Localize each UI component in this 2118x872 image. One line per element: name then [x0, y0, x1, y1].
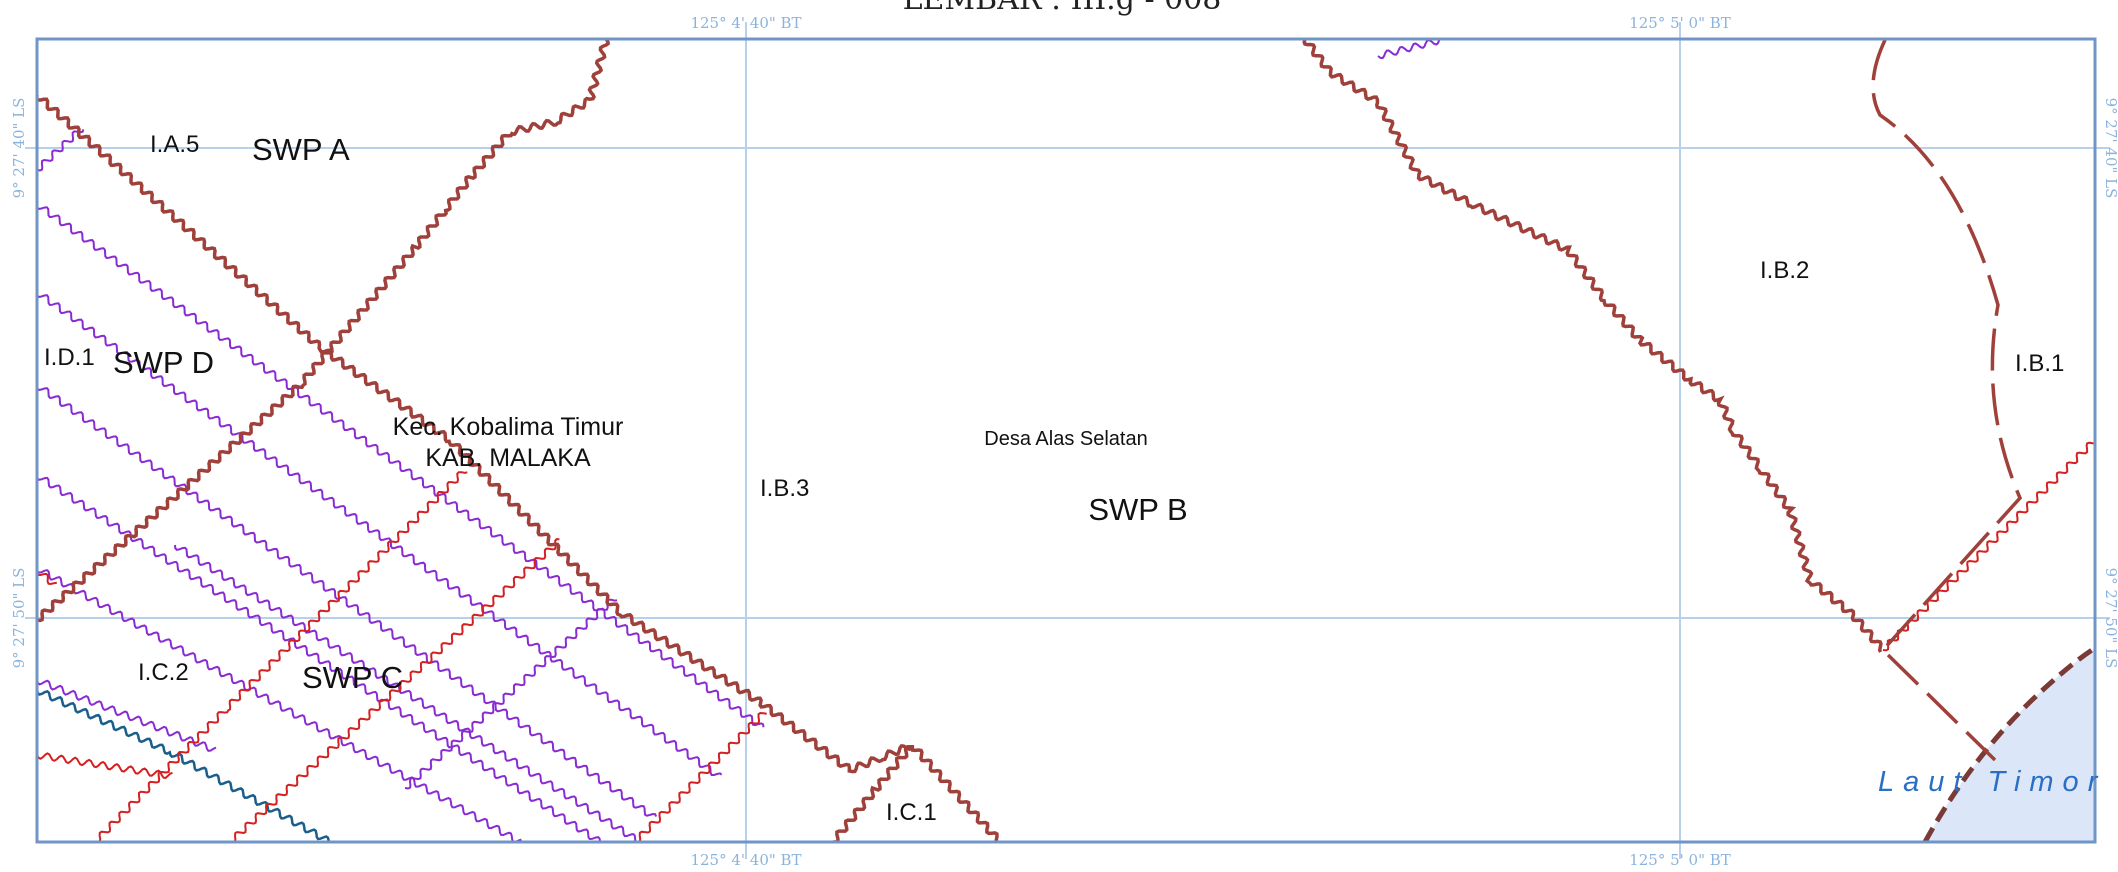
label-swp-c: SWP C: [302, 660, 403, 695]
coord-right-lower: 9° 27' 50" LS: [2102, 568, 2118, 669]
label-ib3: I.B.3: [760, 475, 809, 502]
label-kecamatan: Kec. Kobalima Timur: [393, 413, 624, 441]
coord-top-right: 125° 5' 0" BT: [1629, 14, 1731, 32]
coord-left-lower: 9° 27' 50" LS: [10, 568, 28, 669]
sea-area: [1925, 648, 2095, 842]
graticule: [25, 22, 2110, 859]
label-ib1: I.B.1: [2015, 350, 2064, 377]
label-ib2: I.B.2: [1760, 257, 1809, 284]
boundary-dashed: [1871, 39, 2023, 762]
label-id1: I.D.1: [44, 344, 95, 371]
river-teal: [37, 689, 331, 842]
label-swp-a: SWP A: [252, 132, 350, 167]
label-sea: Laut Timor: [1878, 766, 2106, 798]
sheet-title: LEMBAR : III.g - 008: [903, 0, 1222, 17]
label-ic2: I.C.2: [138, 659, 189, 686]
map-frame: [35, 37, 2097, 844]
label-ic1: I.C.1: [886, 799, 937, 826]
label-swp-b: SWP B: [1088, 492, 1187, 527]
coord-top-left: 125° 4' 40" BT: [690, 14, 801, 32]
boundary-network: [37, 39, 1883, 842]
label-swp-d: SWP D: [113, 345, 214, 380]
coord-bottom-left: 125° 4' 40" BT: [690, 851, 801, 869]
coord-bottom-right: 125° 5' 0" BT: [1629, 851, 1731, 869]
coord-left-upper: 9° 27' 40" LS: [10, 98, 28, 199]
label-ia5: I.A.5: [150, 131, 199, 158]
road-network-red: [37, 441, 2095, 842]
river-network-purple: [37, 39, 1441, 842]
coastline: [1922, 645, 2095, 842]
label-kabupaten: KAB. MALAKA: [425, 444, 591, 472]
label-desa: Desa Alas Selatan: [984, 428, 1147, 450]
coord-right-upper: 9° 27' 40" LS: [2102, 98, 2118, 199]
